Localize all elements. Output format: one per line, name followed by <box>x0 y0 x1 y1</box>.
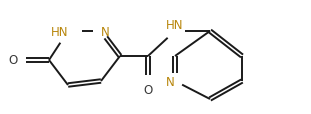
Text: O: O <box>9 54 18 67</box>
Text: HN: HN <box>166 19 184 32</box>
Text: N: N <box>101 25 110 38</box>
Text: N: N <box>166 75 175 88</box>
Text: O: O <box>143 83 153 96</box>
Text: HN: HN <box>50 25 68 38</box>
